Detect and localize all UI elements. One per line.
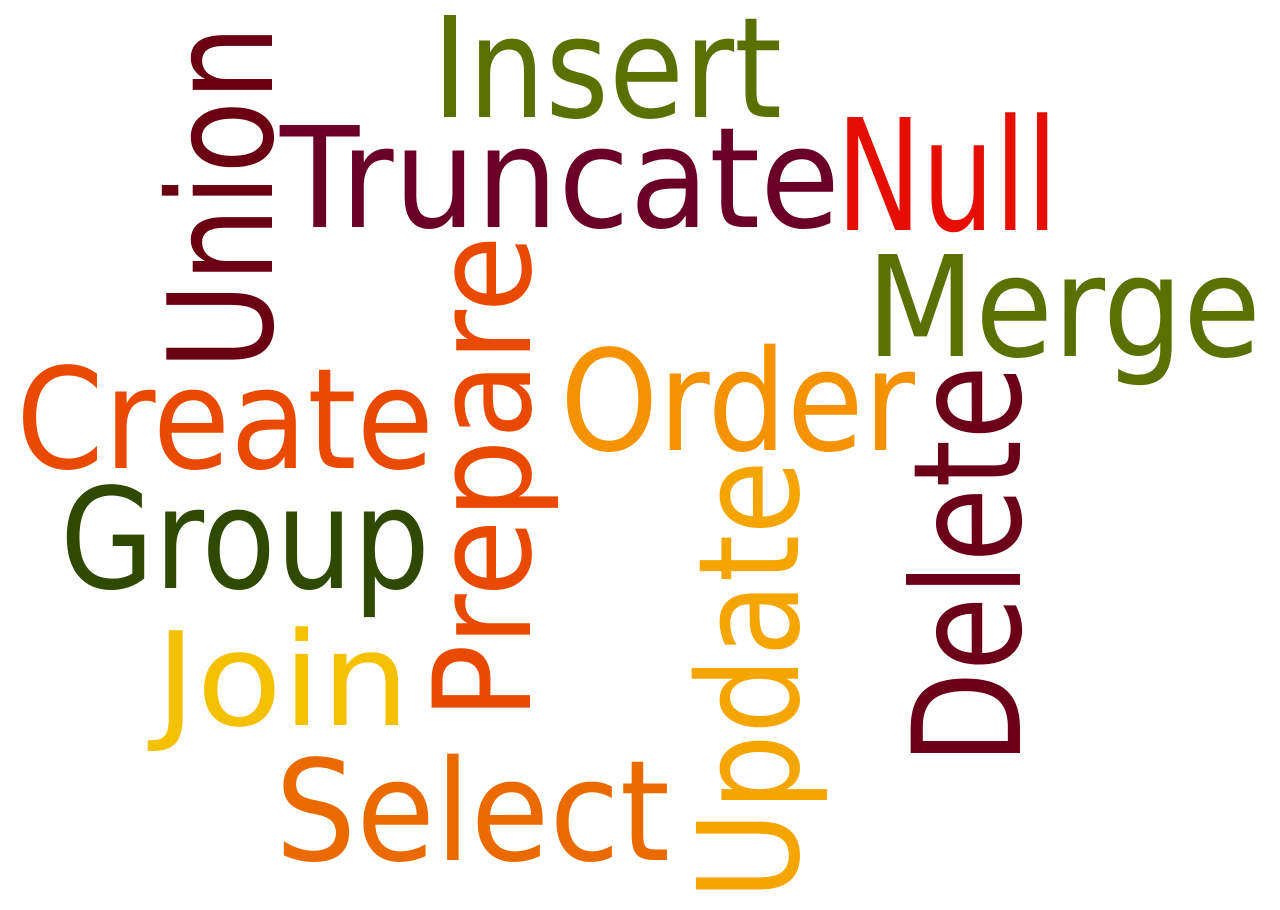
word-truncate: Truncate: [279, 98, 840, 261]
word-prepare: Prepare: [405, 235, 562, 720]
word-union: Union: [138, 25, 307, 370]
word-group: Group: [60, 459, 430, 622]
word-select: Select: [275, 731, 670, 894]
word-insert: Insert: [432, 0, 782, 151]
word-null: Null: [836, 86, 1058, 267]
word-create: Create: [16, 339, 434, 502]
word-update: Update: [669, 460, 832, 900]
word-delete: Delete: [882, 365, 1056, 765]
word-merge: Merge: [866, 227, 1261, 390]
word-join: Join: [147, 604, 410, 756]
word-order: Order: [560, 321, 915, 484]
